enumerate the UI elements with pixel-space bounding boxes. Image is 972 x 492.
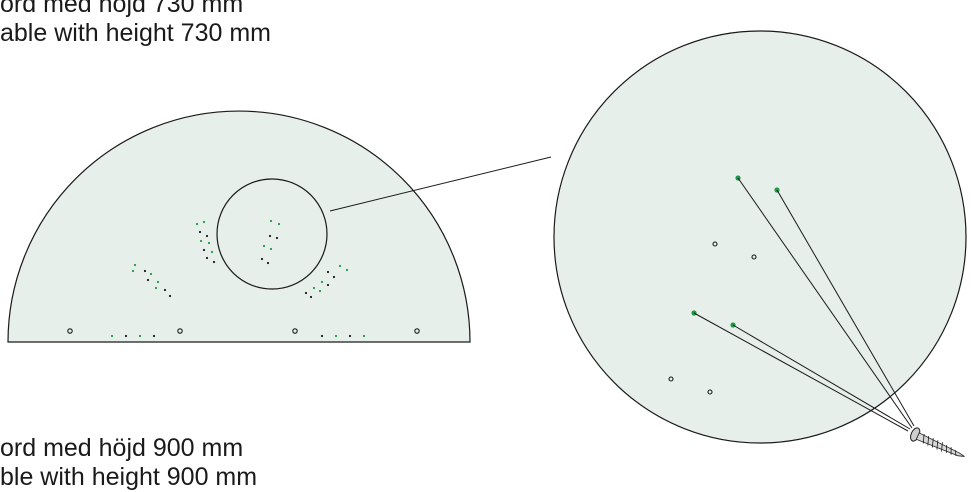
caption-900-swedish: ord med höjd 900 mm — [0, 434, 244, 462]
caption-730-swedish: ord med höjd 730 mm — [0, 0, 244, 18]
screw-icon — [910, 427, 965, 457]
caption-900-english: ble with height 900 mm — [0, 463, 258, 491]
zoom-leader-line — [329, 156, 552, 212]
caption-table-730: ord med höjd 730 mm able with height 730… — [0, 0, 271, 48]
screw-leader-lines — [693, 177, 915, 432]
table-top-diagram — [7, 30, 967, 457]
hole-pattern-right-lower — [304, 264, 349, 299]
hole-pattern-bottom-row — [67, 328, 420, 338]
caption-table-900: ord med höjd 900 mm ble with height 900 … — [0, 434, 257, 492]
caption-730-english: able with height 730 mm — [0, 19, 271, 47]
detail-zoom-circle — [553, 30, 967, 444]
hole-pattern-left-upper — [195, 220, 216, 264]
half-round-table-top — [7, 110, 471, 343]
hole-pattern-center — [260, 219, 281, 265]
hole-pattern-left-lower — [131, 263, 172, 298]
detail-region-circle — [216, 178, 328, 290]
